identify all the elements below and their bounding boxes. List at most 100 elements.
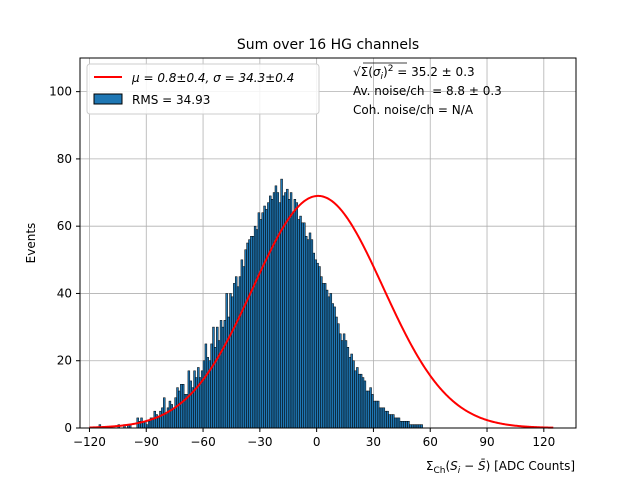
x-tick-label: 60 bbox=[423, 435, 438, 449]
histogram-bar bbox=[420, 424, 423, 429]
histogram-bar bbox=[189, 380, 192, 429]
histogram-bar bbox=[231, 296, 234, 429]
histogram-bar bbox=[411, 424, 414, 429]
histogram-bar bbox=[299, 215, 302, 429]
histogram-bar bbox=[159, 410, 162, 429]
histogram-bar bbox=[325, 289, 329, 429]
histogram-bar bbox=[303, 222, 306, 429]
noise-annotations: √Σ(σi)2 = 35.2 ± 0.3 Av. noise/ch = 8.8 … bbox=[353, 62, 502, 117]
histogram-bar bbox=[306, 239, 310, 429]
y-tick-label: 60 bbox=[57, 219, 72, 233]
histogram-bar bbox=[361, 377, 365, 429]
histogram-bar bbox=[359, 373, 363, 429]
histogram-bar bbox=[236, 286, 240, 429]
legend-box bbox=[86, 63, 320, 115]
histogram-bar bbox=[354, 370, 357, 429]
histogram-bar bbox=[329, 293, 333, 429]
histogram-bar bbox=[287, 199, 291, 429]
histogram-bar bbox=[202, 360, 206, 429]
histogram-bar bbox=[219, 320, 223, 429]
histogram-bar bbox=[206, 357, 209, 429]
histogram-bar bbox=[195, 377, 198, 429]
histogram-bar bbox=[356, 367, 359, 429]
histogram-bar bbox=[197, 367, 200, 429]
histogram-bar bbox=[346, 347, 350, 429]
histogram-bar bbox=[280, 178, 283, 429]
histogram-bar bbox=[221, 326, 225, 429]
histogram-bar bbox=[261, 212, 264, 429]
histogram-bar bbox=[392, 414, 395, 429]
histogram-bar bbox=[210, 343, 213, 429]
legend-hist-swatch bbox=[93, 93, 123, 105]
histogram-bar bbox=[403, 421, 406, 429]
histogram-bar bbox=[291, 212, 295, 429]
histogram-bar bbox=[240, 259, 244, 429]
histogram-bar bbox=[170, 404, 174, 429]
histogram-bar bbox=[388, 414, 391, 429]
histogram-bar bbox=[161, 407, 164, 429]
histogram-bar bbox=[227, 316, 230, 429]
y-tick-label: 0 bbox=[64, 421, 72, 435]
histogram-bar bbox=[269, 195, 272, 429]
histogram-bar bbox=[380, 407, 384, 429]
histogram-bar bbox=[395, 417, 399, 429]
x-tick-label: −60 bbox=[190, 435, 215, 449]
histogram-bar bbox=[172, 407, 175, 429]
x-tick-label: 0 bbox=[313, 435, 321, 449]
histogram-bar bbox=[284, 192, 287, 429]
histogram-bar bbox=[348, 357, 351, 429]
y-tick-label: 100 bbox=[49, 85, 72, 99]
histogram-bar bbox=[263, 205, 266, 429]
histogram-bar bbox=[146, 424, 149, 429]
histogram-bar bbox=[164, 414, 168, 429]
histogram-bar bbox=[414, 424, 418, 429]
histogram-bar bbox=[301, 222, 304, 429]
histogram-bar bbox=[255, 229, 259, 429]
histogram-bar bbox=[212, 326, 215, 429]
gaussian-fit-curve bbox=[89, 194, 554, 429]
histogram-bar bbox=[399, 421, 403, 429]
legend-fit-label: μ = 0.8±0.4, σ = 34.3±0.4 bbox=[131, 71, 294, 85]
histogram-bar bbox=[409, 424, 412, 429]
histogram-bar bbox=[322, 283, 325, 429]
x-tick-label: −90 bbox=[134, 435, 159, 449]
histogram-bar bbox=[378, 407, 382, 429]
histogram-bar bbox=[225, 293, 228, 429]
histogram-bar bbox=[375, 400, 378, 429]
x-axis-ticks: −120 −90 −60 −30 0 30 60 90 120 bbox=[73, 428, 555, 449]
histogram-bar bbox=[337, 323, 340, 429]
histogram-bar bbox=[244, 249, 247, 429]
histogram-bar bbox=[234, 276, 238, 429]
histogram-bar bbox=[386, 410, 389, 429]
histogram-bar bbox=[382, 407, 386, 429]
histogram-bar bbox=[416, 424, 420, 429]
histogram-bar bbox=[168, 400, 172, 429]
histogram-bar bbox=[193, 370, 196, 429]
histogram-bar bbox=[250, 236, 253, 429]
histogram-bar bbox=[323, 283, 327, 429]
histogram-bar bbox=[335, 316, 338, 429]
histogram-bar bbox=[176, 387, 179, 429]
histogram-bar bbox=[384, 410, 387, 429]
histogram-bar bbox=[265, 209, 268, 429]
histogram-bar bbox=[180, 384, 183, 429]
histogram-bar bbox=[331, 303, 334, 429]
histogram-bar bbox=[274, 185, 278, 429]
histogram-bar bbox=[367, 390, 370, 429]
histogram-bar bbox=[147, 421, 151, 429]
y-tick-label: 40 bbox=[57, 286, 72, 300]
histogram-bar bbox=[316, 262, 319, 429]
histogram-bar bbox=[397, 417, 401, 429]
histogram-bar bbox=[373, 400, 376, 429]
chart-title: Sum over 16 HG channels bbox=[237, 37, 419, 53]
histogram-bar bbox=[259, 219, 262, 429]
histogram-bar bbox=[318, 266, 321, 429]
annotation-av-noise: Av. noise/ch = 8.8 ± 0.3 bbox=[353, 84, 502, 98]
histogram-bar bbox=[229, 293, 232, 429]
histogram-bar bbox=[181, 384, 185, 429]
histogram-bar bbox=[276, 192, 280, 429]
histogram-bar bbox=[246, 242, 249, 429]
x-tick-label: −120 bbox=[73, 435, 106, 449]
histogram-bar bbox=[341, 340, 344, 429]
